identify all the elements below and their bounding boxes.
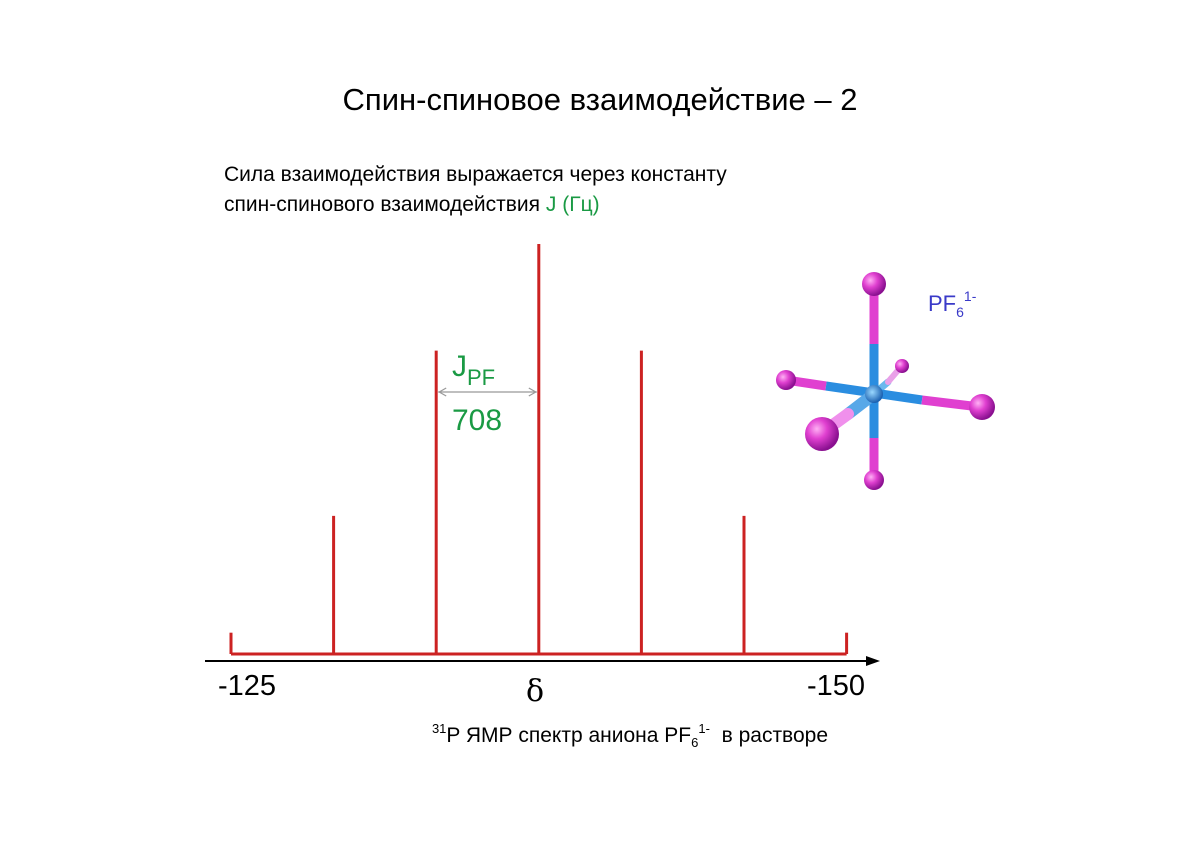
caption-sub: 6 bbox=[691, 735, 699, 750]
coupling-arrowhead-right bbox=[528, 387, 538, 397]
fluorine-atom-left bbox=[776, 370, 796, 390]
intro-j-unit: J (Гц) bbox=[545, 193, 600, 216]
coupling-value: 708 bbox=[452, 404, 502, 437]
spectrum-caption: 31P ЯМР спектр аниона PF61- в растворе bbox=[0, 714, 1200, 758]
x-tick-label-right: -150 bbox=[807, 670, 865, 702]
pf6-molecule-model bbox=[776, 272, 995, 490]
intro-text: Сила взаимодействия выражается через кон… bbox=[224, 160, 727, 220]
coupling-arrowhead-left bbox=[437, 387, 447, 397]
fluorine-atom-bottom bbox=[864, 470, 884, 490]
fluorine-atom-front bbox=[805, 417, 839, 451]
spectrum-lines bbox=[229, 244, 849, 654]
caption-isotope: 31 bbox=[431, 721, 447, 736]
intro-line-1: Сила взаимодействия выражается через кон… bbox=[224, 163, 727, 186]
x-axis-label: δ bbox=[526, 674, 544, 709]
fluorine-atom-top bbox=[862, 272, 886, 296]
caption-text: P ЯМР спектр аниона PF bbox=[446, 724, 692, 747]
coupling-label: JPF bbox=[452, 350, 495, 390]
x-tick-label-left: -125 bbox=[218, 670, 276, 702]
coupling-label-j: J bbox=[452, 350, 467, 383]
molecule-formula: PF61- bbox=[928, 288, 976, 320]
coupling-annotation: JPF 708 bbox=[437, 350, 538, 437]
caption-sup: 1- bbox=[698, 721, 710, 736]
fluorine-atom-back bbox=[895, 359, 909, 373]
coupling-label-sub: PF bbox=[467, 365, 495, 390]
caption-tail: в растворе bbox=[709, 724, 829, 747]
formula-main: PF bbox=[928, 291, 957, 316]
formula-sub: 6 bbox=[956, 304, 964, 320]
fluorine-atom-right bbox=[969, 394, 995, 420]
phosphorus-atom bbox=[865, 385, 883, 403]
page-title: Спин-спиновое взаимодействие – 2 bbox=[342, 82, 858, 117]
intro-line-2: спин-спинового взаимодействия J (Гц) bbox=[224, 190, 727, 220]
intro-line-2-text: спин-спинового взаимодействия bbox=[224, 193, 546, 216]
x-axis-arrowhead bbox=[866, 656, 880, 666]
formula-sup: 1- bbox=[963, 288, 977, 304]
